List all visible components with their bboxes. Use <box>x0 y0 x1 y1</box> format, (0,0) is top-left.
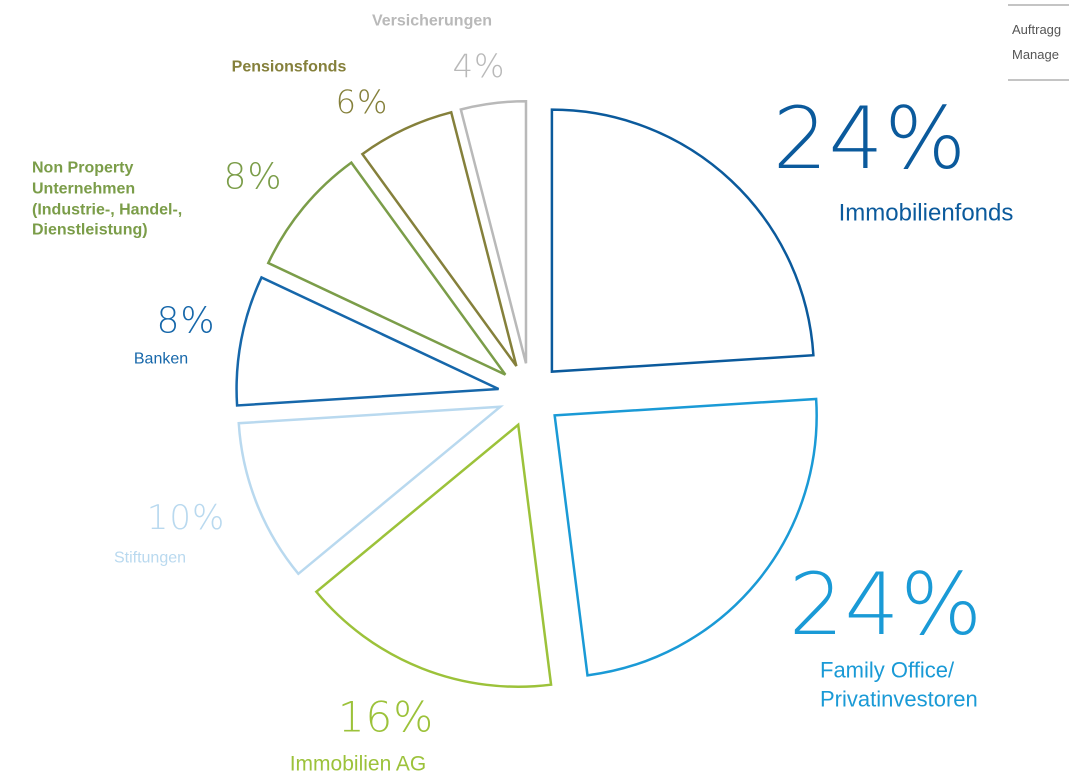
pie-slice <box>266 160 507 376</box>
category-label: Family Office/ Privatinvestoren <box>820 657 978 711</box>
value-label: 4% <box>452 47 506 86</box>
category-label: Stiftungen <box>113 549 187 567</box>
category-label: Immobilienfonds <box>838 199 1014 227</box>
pie-slice <box>553 397 818 677</box>
value-label: 16% <box>337 692 435 742</box>
category-label: Immobilien AG <box>289 752 427 776</box>
pie-slice <box>550 108 815 374</box>
value-label: 6% <box>335 83 389 122</box>
value-label: 8% <box>156 300 216 342</box>
pie-slice <box>314 422 553 688</box>
value-label: 24% <box>772 89 968 190</box>
category-label: Versicherungen <box>371 12 493 30</box>
value-label: 24% <box>788 555 984 656</box>
category-label: Pensionsfonds <box>231 58 347 76</box>
value-label: 10% <box>146 497 226 538</box>
category-label: Banken <box>133 350 189 368</box>
category-label: Non Property Unternehmen (Industrie-, Ha… <box>32 159 183 239</box>
pie-slice <box>459 100 528 364</box>
corner-text: Auftragg <box>1012 22 1062 37</box>
pie-slice <box>360 110 518 367</box>
value-label: 8% <box>223 156 283 198</box>
pie-slice <box>237 405 505 576</box>
corner-text: Manage <box>1012 47 1059 62</box>
pie-slice <box>235 275 500 407</box>
